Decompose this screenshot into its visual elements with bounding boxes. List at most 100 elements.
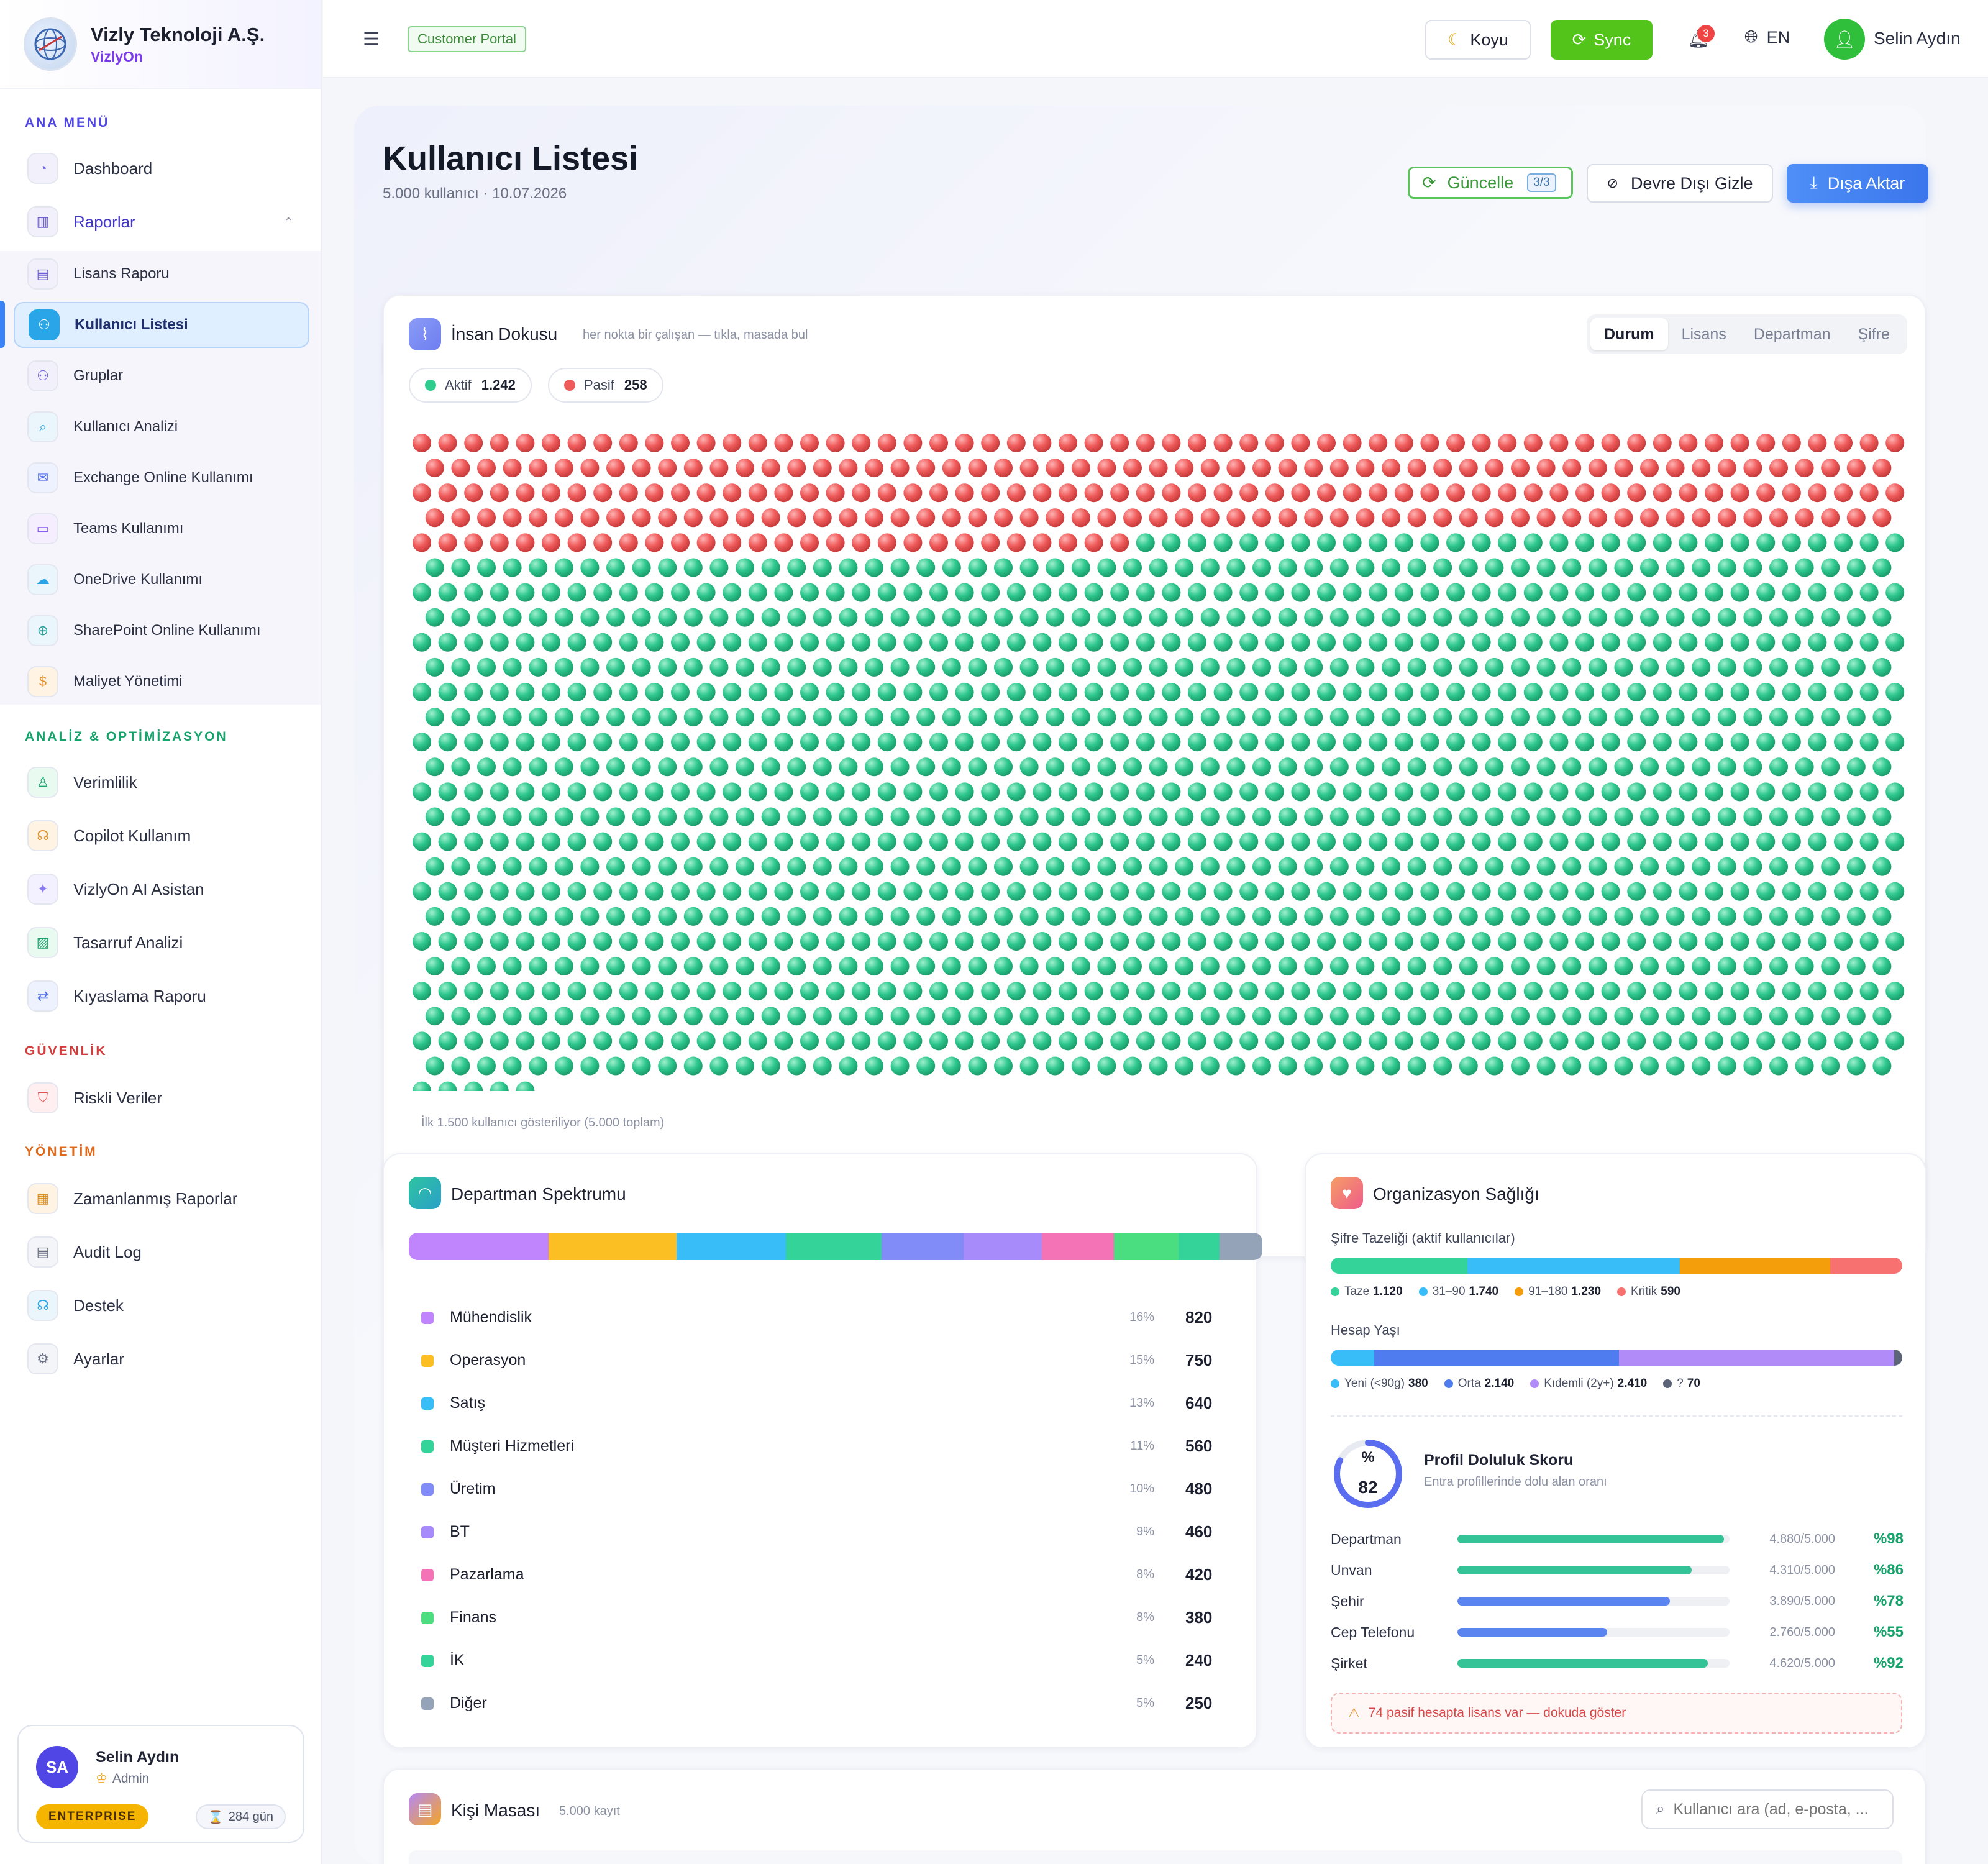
employee-dot-passive[interactable]: [774, 483, 793, 503]
employee-dot-active[interactable]: [1808, 733, 1827, 752]
employee-dot-active[interactable]: [1382, 857, 1400, 876]
employee-dot-active[interactable]: [554, 558, 573, 577]
employee-dot-passive[interactable]: [567, 434, 586, 452]
employee-dot-active[interactable]: [438, 782, 457, 802]
employee-dot-active[interactable]: [606, 1056, 625, 1076]
employee-dot-active[interactable]: [1175, 657, 1194, 677]
employee-dot-passive[interactable]: [503, 508, 522, 528]
employee-dot-active[interactable]: [787, 757, 806, 777]
employee-dot-active[interactable]: [1769, 708, 1788, 727]
employee-dot-active[interactable]: [1717, 1056, 1736, 1076]
employee-dot-active[interactable]: [1743, 708, 1762, 727]
employee-dot-active[interactable]: [425, 807, 444, 826]
employee-dot-active[interactable]: [1033, 683, 1052, 701]
employee-dot-active[interactable]: [1019, 957, 1039, 976]
employee-dot-active[interactable]: [1213, 982, 1233, 1001]
employee-dot-active[interactable]: [1343, 1031, 1362, 1051]
employee-dot-passive[interactable]: [1756, 483, 1776, 503]
employee-dot-active[interactable]: [1692, 807, 1711, 826]
employee-dot-passive[interactable]: [1743, 508, 1762, 528]
employee-dot-active[interactable]: [1627, 633, 1646, 652]
employee-dot-active[interactable]: [1743, 807, 1762, 826]
employee-dot-active[interactable]: [1627, 583, 1646, 602]
employee-dot-active[interactable]: [516, 683, 535, 701]
employee-dot-active[interactable]: [877, 932, 896, 951]
employee-dot-active[interactable]: [1808, 932, 1827, 951]
employee-dot-active[interactable]: [1252, 957, 1271, 976]
employee-dot-active[interactable]: [1821, 608, 1840, 627]
employee-dot-active[interactable]: [1692, 1007, 1711, 1026]
employee-dot-active[interactable]: [1588, 807, 1607, 826]
employee-dot-active[interactable]: [593, 882, 613, 901]
employee-dot-passive[interactable]: [1329, 508, 1349, 528]
employee-dot-active[interactable]: [1485, 807, 1504, 826]
employee-dot-active[interactable]: [683, 708, 703, 727]
employee-dot-active[interactable]: [1795, 857, 1814, 876]
employee-dot-active[interactable]: [1498, 782, 1517, 802]
employee-dot-active[interactable]: [1782, 533, 1801, 552]
employee-dot-active[interactable]: [1782, 683, 1801, 701]
department-bar-segment[interactable]: [786, 1233, 882, 1260]
employee-dot-active[interactable]: [1730, 932, 1749, 951]
employee-dot-active[interactable]: [1136, 533, 1155, 552]
employee-dot-active[interactable]: [1046, 708, 1065, 727]
employee-dot-active[interactable]: [1291, 683, 1310, 701]
employee-dot-active[interactable]: [1743, 558, 1762, 577]
employee-dot-active[interactable]: [1872, 857, 1892, 876]
employee-dot-active[interactable]: [645, 782, 664, 802]
employee-dot-active[interactable]: [1795, 807, 1814, 826]
employee-dot-active[interactable]: [709, 807, 729, 826]
employee-dot-passive[interactable]: [877, 533, 896, 552]
employee-dot-passive[interactable]: [1485, 459, 1504, 478]
employee-dot-active[interactable]: [1885, 882, 1905, 901]
employee-dot-active[interactable]: [464, 1031, 483, 1051]
employee-dot-active[interactable]: [1382, 708, 1400, 727]
employee-dot-active[interactable]: [1123, 657, 1142, 677]
employee-dot-active[interactable]: [1679, 782, 1698, 802]
employee-dot-active[interactable]: [1252, 807, 1271, 826]
employee-dot-active[interactable]: [451, 708, 470, 727]
topbar-user-name[interactable]: Selin Aydın: [1874, 29, 1961, 48]
employee-dot-active[interactable]: [736, 857, 754, 876]
employee-dot-active[interactable]: [593, 733, 613, 752]
employee-dot-active[interactable]: [1498, 932, 1517, 951]
employee-dot-active[interactable]: [1795, 657, 1814, 677]
employee-dot-active[interactable]: [1627, 982, 1646, 1001]
employee-dot-active[interactable]: [1834, 633, 1853, 652]
employee-dot-active[interactable]: [1188, 583, 1206, 602]
sidebar-user-card[interactable]: SA Selin Aydın ♔ Admin ENTERPRISE ⌛ 284 …: [17, 1725, 304, 1843]
employee-dot-active[interactable]: [1769, 857, 1788, 876]
employee-dot-active[interactable]: [1071, 1056, 1090, 1076]
employee-dot-active[interactable]: [1459, 857, 1478, 876]
employee-dot-active[interactable]: [1666, 1056, 1685, 1076]
employee-dot-active[interactable]: [1329, 608, 1349, 627]
employee-dot-active[interactable]: [580, 1007, 600, 1026]
employee-dot-active[interactable]: [1446, 733, 1465, 752]
employee-dot-active[interactable]: [580, 608, 600, 627]
employee-dot-passive[interactable]: [736, 508, 754, 528]
employee-dot-active[interactable]: [1149, 708, 1168, 727]
employee-dot-active[interactable]: [580, 657, 600, 677]
employee-dot-active[interactable]: [567, 782, 586, 802]
employee-dot-active[interactable]: [413, 982, 431, 1001]
employee-dot-active[interactable]: [529, 608, 548, 627]
employee-dot-active[interactable]: [774, 782, 793, 802]
employee-dot-active[interactable]: [1756, 683, 1776, 701]
employee-dot-active[interactable]: [1859, 782, 1879, 802]
employee-dot-active[interactable]: [1110, 683, 1129, 701]
employee-dot-active[interactable]: [968, 807, 987, 826]
employee-dot-active[interactable]: [1382, 957, 1400, 976]
employee-dot-active[interactable]: [1821, 907, 1840, 926]
employee-dot-active[interactable]: [1614, 807, 1633, 826]
employee-dot-active[interactable]: [464, 733, 483, 752]
employee-dot-active[interactable]: [1369, 882, 1388, 901]
employee-dot-active[interactable]: [723, 832, 742, 851]
employee-dot-active[interactable]: [658, 1007, 677, 1026]
employee-dot-active[interactable]: [903, 1031, 923, 1051]
employee-dot-active[interactable]: [1084, 882, 1103, 901]
employee-dot-passive[interactable]: [813, 459, 832, 478]
employee-dot-passive[interactable]: [1679, 483, 1698, 503]
employee-dot-active[interactable]: [1006, 932, 1026, 951]
employee-dot-active[interactable]: [916, 1007, 936, 1026]
employee-dot-active[interactable]: [1523, 782, 1543, 802]
